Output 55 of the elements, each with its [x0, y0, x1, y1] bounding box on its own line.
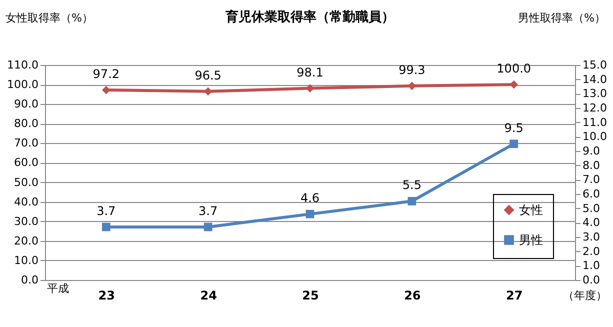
y2-axis-title: 男性取得率（%）	[518, 12, 606, 24]
data-label: 5.5	[402, 178, 422, 192]
y-tick-label: 30.0	[14, 214, 38, 228]
y-tick-label: 60.0	[14, 156, 38, 170]
point	[102, 222, 110, 232]
text: （年度）	[563, 289, 607, 302]
y2-tick-label: 10.0	[582, 130, 607, 144]
legend-label: 男性	[519, 233, 543, 247]
y2-tick-label: 9.0	[582, 144, 600, 158]
data-label: 9.5	[504, 120, 524, 135]
chart-title: 育児休業取得率（常勤職員）	[224, 9, 394, 25]
y2-tick-label: 11.0	[582, 116, 607, 129]
x-tick-label: 26	[404, 288, 421, 302]
y-tick-label: 10.0	[14, 254, 38, 267]
y-tick-label: 20.0	[14, 234, 38, 248]
y2-tick-label: 2.0	[582, 244, 600, 258]
y2-tick-label: 7.0	[582, 173, 600, 186]
y-tick-label: 50.0	[14, 176, 38, 189]
y2-tick-label: 14.0	[582, 72, 607, 86]
data-label: 99.3	[398, 62, 426, 77]
y-tick-label: 90.0	[14, 98, 38, 111]
y-tick-label: 110.0	[7, 58, 38, 72]
x-tick-label: 24	[200, 288, 217, 302]
y2-tick-label: 6.0	[582, 188, 600, 200]
legend-label: 女性	[519, 203, 543, 217]
y2-tick-label: 12.0	[582, 102, 607, 114]
text: 平成	[47, 282, 69, 295]
y2-tick-label: 8.0	[582, 158, 600, 172]
data-label: 96.5	[194, 68, 222, 82]
data-label: 3.7	[198, 204, 218, 218]
y-tick-label: 70.0	[14, 136, 38, 150]
y2-tick-label: 5.0	[582, 202, 600, 215]
y-tick-label: 40.0	[14, 195, 38, 208]
y2-tick-label: 13.0	[582, 87, 607, 100]
data-label: 3.7	[96, 204, 116, 218]
y2-tick-label: 3.0	[582, 230, 600, 244]
data-label: 4.6	[300, 191, 320, 206]
y2-tick-label: 1.0	[582, 259, 600, 272]
x-tick-label: 23	[98, 288, 116, 302]
point	[306, 210, 314, 218]
y2-tick-label: 4.0	[582, 216, 600, 230]
y-tick-label: 0.0	[21, 274, 38, 286]
y2-tick-label: 0.0	[582, 274, 600, 286]
x-tick-label: 25	[302, 288, 319, 302]
y2-tick-label: 15.0	[582, 58, 607, 72]
point	[204, 222, 212, 232]
point	[510, 140, 518, 148]
data-label: 100.0	[496, 62, 532, 76]
data-label: 98.1	[296, 65, 324, 80]
x-tick-label: 27	[506, 288, 523, 302]
point	[408, 196, 416, 206]
y-tick-label: 100.0	[7, 78, 38, 92]
y-axis-title: 女性取得率（%）	[6, 12, 93, 24]
data-label: 97.2	[92, 67, 120, 82]
y-tick-label: 80.0	[14, 117, 38, 130]
